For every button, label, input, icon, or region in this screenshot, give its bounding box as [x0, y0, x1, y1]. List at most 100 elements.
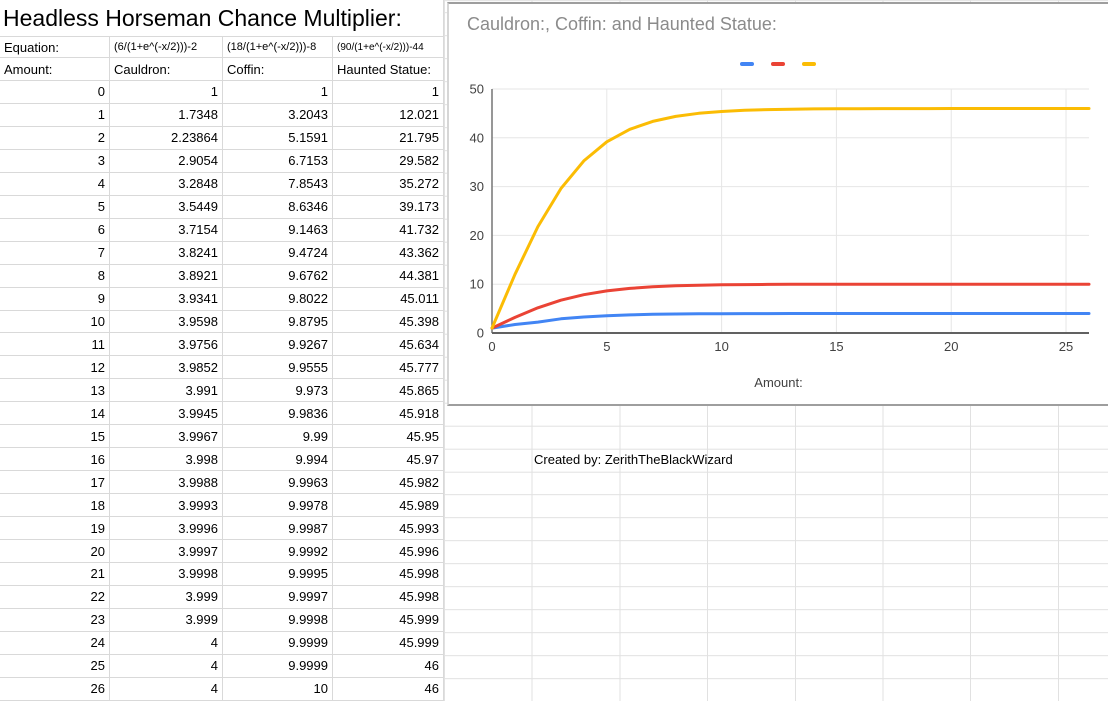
amount-cell[interactable]: 10	[0, 310, 110, 334]
amount-cell[interactable]: 25	[0, 654, 110, 678]
amount-cell[interactable]: 22	[0, 585, 110, 609]
amount-cell[interactable]: 26	[0, 677, 110, 701]
coffin-value-cell[interactable]: 9.9998	[223, 608, 333, 632]
created-by-cell[interactable]: Created by: ZerithTheBlackWizard	[534, 452, 733, 467]
cauldron-value-cell[interactable]: 3.9756	[110, 333, 223, 357]
amount-cell[interactable]: 15	[0, 425, 110, 449]
coffin-value-cell[interactable]: 7.8543	[223, 172, 333, 196]
statue-value-cell[interactable]: 45.011	[333, 287, 444, 311]
statue-value-cell[interactable]: 35.272	[333, 172, 444, 196]
statue-value-cell[interactable]: 45.918	[333, 402, 444, 426]
cauldron-value-cell[interactable]: 4	[110, 677, 223, 701]
coffin-value-cell[interactable]: 1	[223, 81, 333, 104]
cauldron-value-cell[interactable]: 3.998	[110, 448, 223, 472]
statue-value-cell[interactable]: 45.996	[333, 540, 444, 564]
amount-cell[interactable]: 2	[0, 126, 110, 150]
cauldron-value-cell[interactable]: 3.9996	[110, 517, 223, 541]
cauldron-value-cell[interactable]: 3.9967	[110, 425, 223, 449]
chart-object[interactable]: Cauldron:, Coffin: and Haunted Statue: 0…	[447, 2, 1108, 406]
statue-value-cell[interactable]: 45.95	[333, 425, 444, 449]
statue-equation-cell[interactable]: (90/(1+e^(-x/2)))-44	[333, 37, 444, 58]
coffin-value-cell[interactable]: 9.1463	[223, 218, 333, 242]
amount-cell[interactable]: 9	[0, 287, 110, 311]
statue-value-cell[interactable]: 45.998	[333, 585, 444, 609]
statue-value-cell[interactable]: 45.398	[333, 310, 444, 334]
statue-header-cell[interactable]: Haunted Statue:	[333, 58, 444, 81]
cauldron-value-cell[interactable]: 2.9054	[110, 149, 223, 173]
coffin-value-cell[interactable]: 9.9997	[223, 585, 333, 609]
coffin-value-cell[interactable]: 9.9992	[223, 540, 333, 564]
coffin-value-cell[interactable]: 9.9999	[223, 654, 333, 678]
sheet-title[interactable]: Headless Horseman Chance Multiplier:	[0, 0, 444, 37]
cauldron-header-cell[interactable]: Cauldron:	[110, 58, 223, 81]
coffin-value-cell[interactable]: 6.7153	[223, 149, 333, 173]
cauldron-value-cell[interactable]: 3.2848	[110, 172, 223, 196]
coffin-value-cell[interactable]: 9.8022	[223, 287, 333, 311]
coffin-value-cell[interactable]: 9.9963	[223, 471, 333, 495]
amount-cell[interactable]: 1	[0, 103, 110, 127]
amount-cell[interactable]: 16	[0, 448, 110, 472]
cauldron-equation-cell[interactable]: (6/(1+e^(-x/2)))-2	[110, 37, 223, 58]
cauldron-value-cell[interactable]: 3.9341	[110, 287, 223, 311]
cauldron-value-cell[interactable]: 3.991	[110, 379, 223, 403]
statue-value-cell[interactable]: 45.777	[333, 356, 444, 380]
amount-cell[interactable]: 21	[0, 563, 110, 586]
coffin-value-cell[interactable]: 9.9978	[223, 494, 333, 518]
amount-cell[interactable]: 13	[0, 379, 110, 403]
cauldron-value-cell[interactable]: 4	[110, 631, 223, 655]
cauldron-value-cell[interactable]: 3.9598	[110, 310, 223, 334]
cauldron-value-cell[interactable]: 3.9998	[110, 563, 223, 586]
cauldron-value-cell[interactable]: 3.9993	[110, 494, 223, 518]
statue-value-cell[interactable]: 45.999	[333, 631, 444, 655]
amount-cell[interactable]: 8	[0, 264, 110, 288]
coffin-value-cell[interactable]: 5.1591	[223, 126, 333, 150]
cauldron-value-cell[interactable]: 3.9997	[110, 540, 223, 564]
statue-value-cell[interactable]: 45.865	[333, 379, 444, 403]
cauldron-value-cell[interactable]: 1	[110, 81, 223, 104]
statue-value-cell[interactable]: 29.582	[333, 149, 444, 173]
amount-cell[interactable]: 14	[0, 402, 110, 426]
amount-cell[interactable]: 17	[0, 471, 110, 495]
cauldron-value-cell[interactable]: 2.23864	[110, 126, 223, 150]
coffin-value-cell[interactable]: 9.99	[223, 425, 333, 449]
statue-value-cell[interactable]: 46	[333, 654, 444, 678]
amount-cell[interactable]: 3	[0, 149, 110, 173]
coffin-value-cell[interactable]: 9.4724	[223, 241, 333, 265]
statue-value-cell[interactable]: 44.381	[333, 264, 444, 288]
cauldron-value-cell[interactable]: 3.9945	[110, 402, 223, 426]
amount-header-cell[interactable]: Amount:	[0, 58, 110, 81]
coffin-value-cell[interactable]: 8.6346	[223, 195, 333, 219]
coffin-value-cell[interactable]: 9.9999	[223, 631, 333, 655]
statue-value-cell[interactable]: 43.362	[333, 241, 444, 265]
cauldron-value-cell[interactable]: 4	[110, 654, 223, 678]
amount-cell[interactable]: 18	[0, 494, 110, 518]
coffin-value-cell[interactable]: 9.6762	[223, 264, 333, 288]
amount-cell[interactable]: 19	[0, 517, 110, 541]
cauldron-value-cell[interactable]: 3.7154	[110, 218, 223, 242]
amount-cell[interactable]: 24	[0, 631, 110, 655]
cauldron-value-cell[interactable]: 3.8921	[110, 264, 223, 288]
coffin-value-cell[interactable]: 9.9995	[223, 563, 333, 586]
cauldron-value-cell[interactable]: 3.9988	[110, 471, 223, 495]
equation-label-cell[interactable]: Equation:	[0, 37, 110, 58]
cauldron-value-cell[interactable]: 3.999	[110, 585, 223, 609]
amount-cell[interactable]: 4	[0, 172, 110, 196]
cauldron-value-cell[interactable]: 3.999	[110, 608, 223, 632]
cauldron-value-cell[interactable]: 3.8241	[110, 241, 223, 265]
cauldron-value-cell[interactable]: 3.9852	[110, 356, 223, 380]
statue-value-cell[interactable]: 39.173	[333, 195, 444, 219]
statue-value-cell[interactable]: 12.021	[333, 103, 444, 127]
statue-value-cell[interactable]: 1	[333, 81, 444, 104]
coffin-equation-cell[interactable]: (18/(1+e^(-x/2)))-8	[223, 37, 333, 58]
statue-value-cell[interactable]: 45.989	[333, 494, 444, 518]
coffin-value-cell[interactable]: 9.9267	[223, 333, 333, 357]
amount-cell[interactable]: 5	[0, 195, 110, 219]
coffin-value-cell[interactable]: 9.9987	[223, 517, 333, 541]
amount-cell[interactable]: 0	[0, 81, 110, 104]
amount-cell[interactable]: 7	[0, 241, 110, 265]
statue-value-cell[interactable]: 46	[333, 677, 444, 701]
coffin-value-cell[interactable]: 9.9555	[223, 356, 333, 380]
coffin-value-cell[interactable]: 10	[223, 677, 333, 701]
amount-cell[interactable]: 11	[0, 333, 110, 357]
cauldron-value-cell[interactable]: 3.5449	[110, 195, 223, 219]
